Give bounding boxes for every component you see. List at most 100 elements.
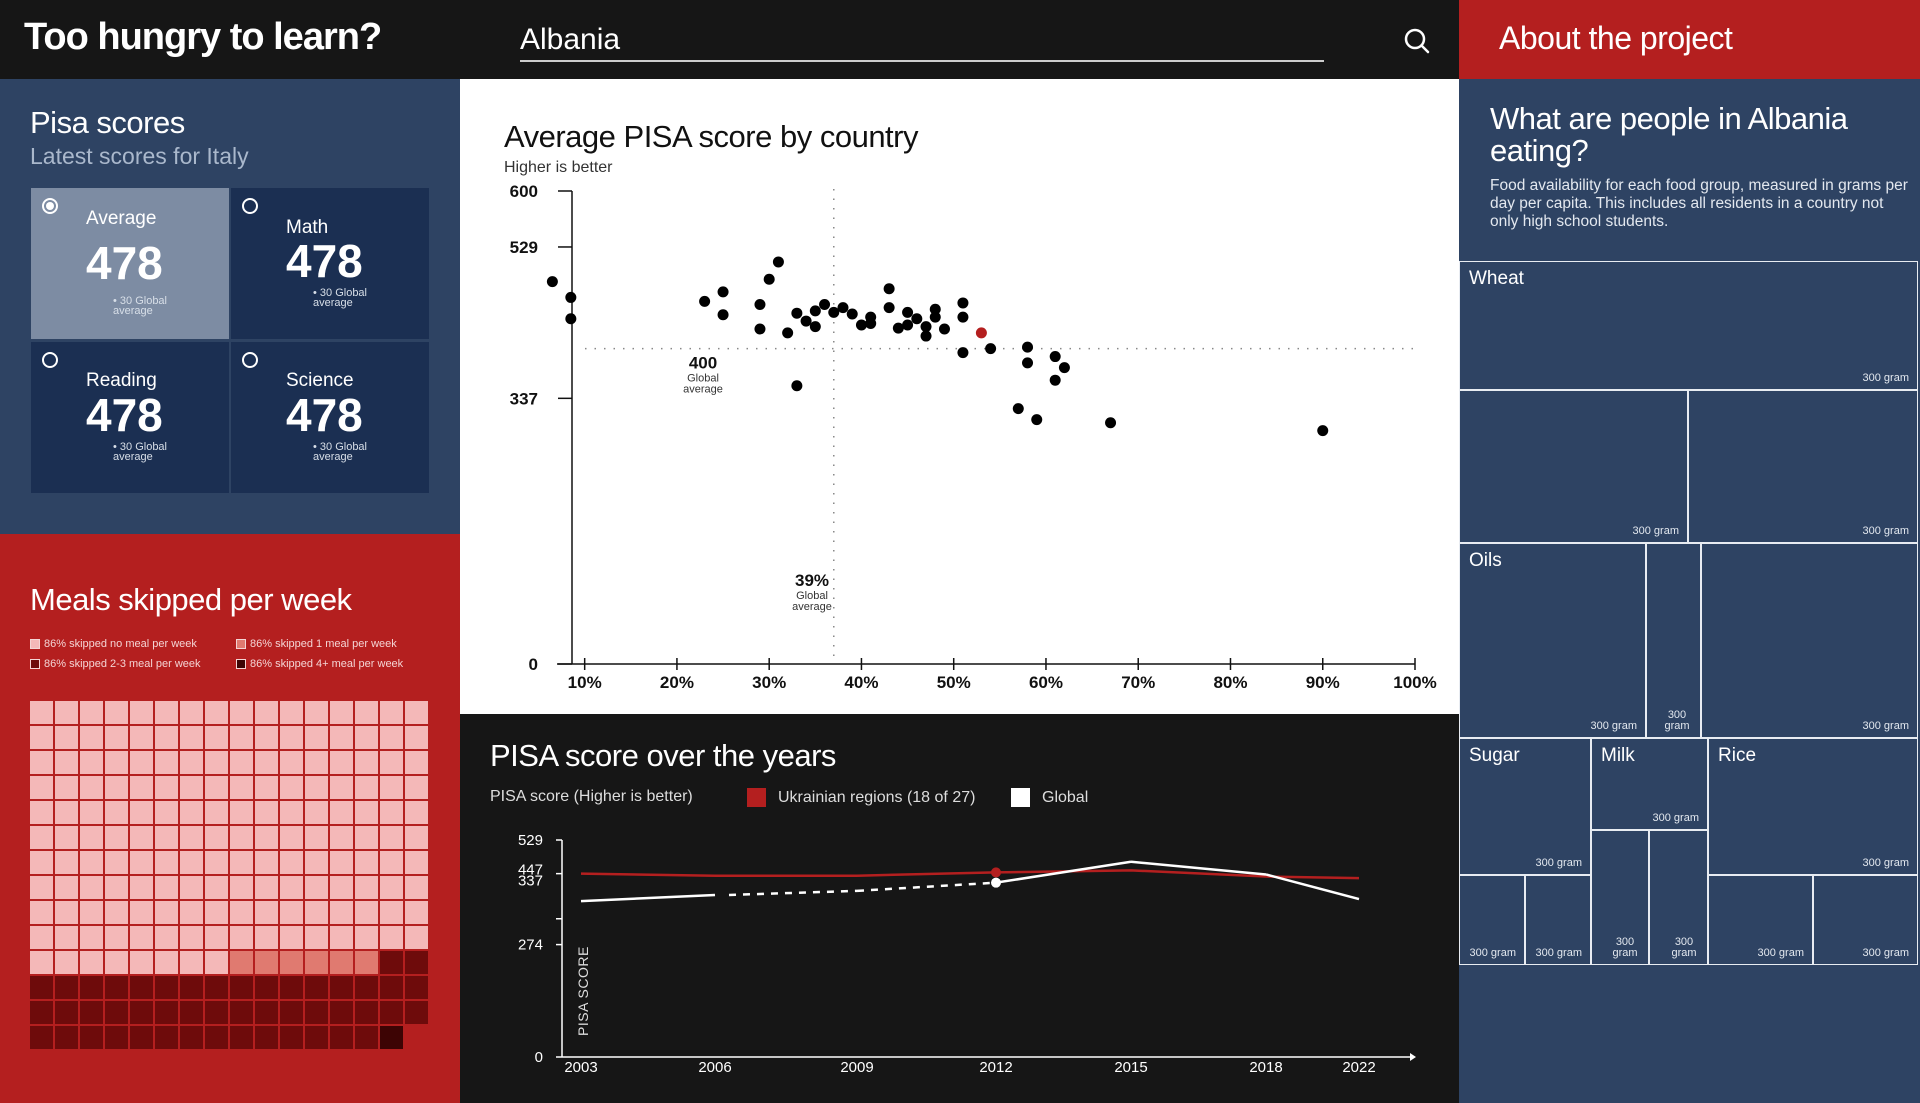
waffle-cell xyxy=(405,826,428,849)
score-card-science[interactable]: Science 478 • 30 Global average xyxy=(231,342,429,493)
treemap-cell-milk[interactable]: Milk 300 gram xyxy=(1591,738,1708,830)
waffle-cell xyxy=(155,901,178,924)
waffle-cell xyxy=(180,826,203,849)
x-tick-label: 70% xyxy=(1121,673,1155,692)
treemap-cell-wheat[interactable]: Wheat 300 gram xyxy=(1459,261,1918,390)
waffle-cell xyxy=(30,1001,53,1024)
meals-skipped-panel: Meals skipped per week 86% skipped no me… xyxy=(0,534,460,1103)
line-chart-panel: 0 274 337 447 529 2003 2006 2009 2012 2015 2018 202… xyxy=(460,714,1459,1103)
score-card-math[interactable]: Math 478 • 30 Global average xyxy=(231,188,429,339)
waffle-cell xyxy=(130,926,153,949)
search-input[interactable] xyxy=(520,20,1324,62)
series-point-global xyxy=(991,877,1001,888)
radio-average[interactable] xyxy=(42,198,58,214)
search-icon[interactable] xyxy=(1402,26,1432,56)
waffle-cell xyxy=(80,826,103,849)
waffle-cell xyxy=(255,901,278,924)
waffle-cell xyxy=(280,776,303,799)
global-average-pct-sublabel: Global average xyxy=(792,590,832,613)
line-ylabel: PISA score (Higher is better) xyxy=(490,788,693,805)
treemap-cell[interactable]: 300 gram xyxy=(1646,543,1701,738)
waffle-cell xyxy=(105,751,128,774)
treemap-cell-oils[interactable]: Oils 300 gram xyxy=(1459,543,1646,738)
treemap-cell[interactable]: 300 gram xyxy=(1591,830,1649,965)
waffle-cell xyxy=(330,701,353,724)
treemap-cell-rice[interactable]: Rice 300 gram xyxy=(1708,738,1918,875)
treemap-value: 300 gram xyxy=(1862,372,1909,384)
scatter-point xyxy=(846,308,858,320)
radio-science[interactable] xyxy=(242,352,258,368)
legend-item-global: Global xyxy=(1011,788,1088,807)
scatter-point xyxy=(1022,341,1034,353)
waffle-cell xyxy=(30,951,53,974)
treemap-cell-sugar[interactable]: Sugar 300 gram xyxy=(1459,738,1591,875)
waffle-cell xyxy=(130,726,153,749)
score-card-value: 478 xyxy=(86,237,163,289)
treemap-cell[interactable]: 300 gram xyxy=(1813,875,1918,965)
waffle-cell xyxy=(255,776,278,799)
waffle-cell xyxy=(30,976,53,999)
waffle-cell xyxy=(280,801,303,824)
waffle-cell xyxy=(305,801,328,824)
waffle-cell xyxy=(30,701,53,724)
treemap-label: Wheat xyxy=(1469,268,1524,289)
treemap-cell[interactable]: 300 gram xyxy=(1649,830,1708,965)
score-card-average[interactable]: Average 478 • 30 Global average xyxy=(31,188,229,339)
scatter-point xyxy=(902,319,914,331)
waffle-cell xyxy=(380,951,403,974)
score-card-note: • 30 Global average xyxy=(113,441,167,463)
treemap-cell[interactable]: 300 gram xyxy=(1459,875,1525,965)
waffle-cell xyxy=(105,1026,128,1049)
waffle-cell xyxy=(255,701,278,724)
waffle-cell xyxy=(380,701,403,724)
waffle-cell xyxy=(130,901,153,924)
legend-label: 86% skipped 2-3 meal per week xyxy=(44,658,201,670)
waffle-cell xyxy=(280,976,303,999)
waffle-cell xyxy=(180,876,203,899)
scatter-point xyxy=(1049,374,1061,386)
treemap-cell[interactable]: 300 gram xyxy=(1701,543,1918,738)
radio-reading[interactable] xyxy=(42,352,58,368)
waffle-cell xyxy=(255,1001,278,1024)
scatter-point xyxy=(865,317,877,329)
global-average-score-sublabel: Global average xyxy=(683,373,723,396)
scatter-point xyxy=(1031,414,1043,426)
waffle-cell xyxy=(380,751,403,774)
waffle-cell xyxy=(80,701,103,724)
series-line-global-segment xyxy=(995,860,1132,884)
scatter-point xyxy=(920,321,932,333)
waffle-cell xyxy=(180,1001,203,1024)
scatter-point xyxy=(929,311,941,323)
waffle-cell xyxy=(230,851,253,874)
waffle-cell xyxy=(155,801,178,824)
treemap-cell[interactable]: 300 gram xyxy=(1525,875,1591,965)
waffle-cell xyxy=(330,801,353,824)
waffle-cell xyxy=(130,801,153,824)
waffle-cell xyxy=(130,1026,153,1049)
legend-label: Ukrainian regions (18 of 27) xyxy=(778,788,976,806)
waffle-cell xyxy=(405,801,428,824)
score-card-reading[interactable]: Reading 478 • 30 Global average xyxy=(31,342,229,493)
about-project-button[interactable]: About the project xyxy=(1459,0,1920,79)
radio-math[interactable] xyxy=(242,198,258,214)
scatter-point xyxy=(1317,425,1329,437)
treemap-cell[interactable]: 300 gram xyxy=(1459,390,1688,543)
waffle-cell xyxy=(105,701,128,724)
waffle-cell xyxy=(180,701,203,724)
waffle-cell xyxy=(55,801,78,824)
waffle-cell xyxy=(305,726,328,749)
waffle-cell xyxy=(130,1001,153,1024)
legend-item-ukrainian: Ukrainian regions (18 of 27) xyxy=(747,788,975,807)
x-tick-label: 100% xyxy=(1393,673,1436,692)
treemap-cell[interactable]: 300 gram xyxy=(1708,875,1813,965)
scatter-point xyxy=(883,302,895,314)
scatter-point xyxy=(565,313,577,325)
waffle-cell xyxy=(205,1026,228,1049)
waffle-cell xyxy=(55,1001,78,1024)
treemap-cell[interactable]: 300 gram xyxy=(1688,390,1918,543)
waffle-cell xyxy=(80,1001,103,1024)
meals-waffle-chart xyxy=(30,701,430,1076)
waffle-cell xyxy=(380,901,403,924)
waffle-cell xyxy=(280,851,303,874)
waffle-cell xyxy=(355,1001,378,1024)
